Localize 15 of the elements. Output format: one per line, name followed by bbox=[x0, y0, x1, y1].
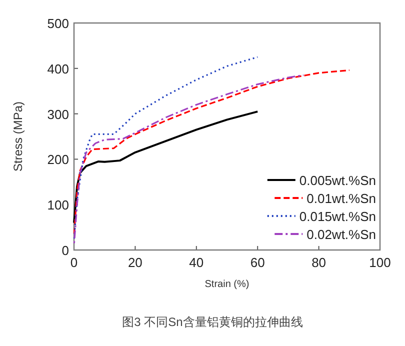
ytick: 500 bbox=[47, 16, 69, 31]
xtick: 60 bbox=[250, 255, 265, 270]
ytick: 0 bbox=[62, 243, 69, 258]
ytick: 100 bbox=[47, 198, 69, 213]
xtick: 100 bbox=[369, 255, 391, 270]
xtick: 0 bbox=[70, 255, 78, 270]
xtick: 40 bbox=[189, 255, 204, 270]
xtick: 20 bbox=[128, 255, 142, 270]
xlabel: Strain (%) bbox=[204, 279, 250, 290]
ytick: 400 bbox=[47, 61, 69, 76]
ylabel: Stress (MPa) bbox=[11, 102, 25, 172]
annotation: 图3 不同Sn含量铝黄铜的拉伸曲线 bbox=[122, 315, 303, 329]
xtick: 80 bbox=[312, 255, 326, 270]
ytick: 300 bbox=[47, 106, 69, 122]
ytick: 200 bbox=[47, 152, 69, 168]
